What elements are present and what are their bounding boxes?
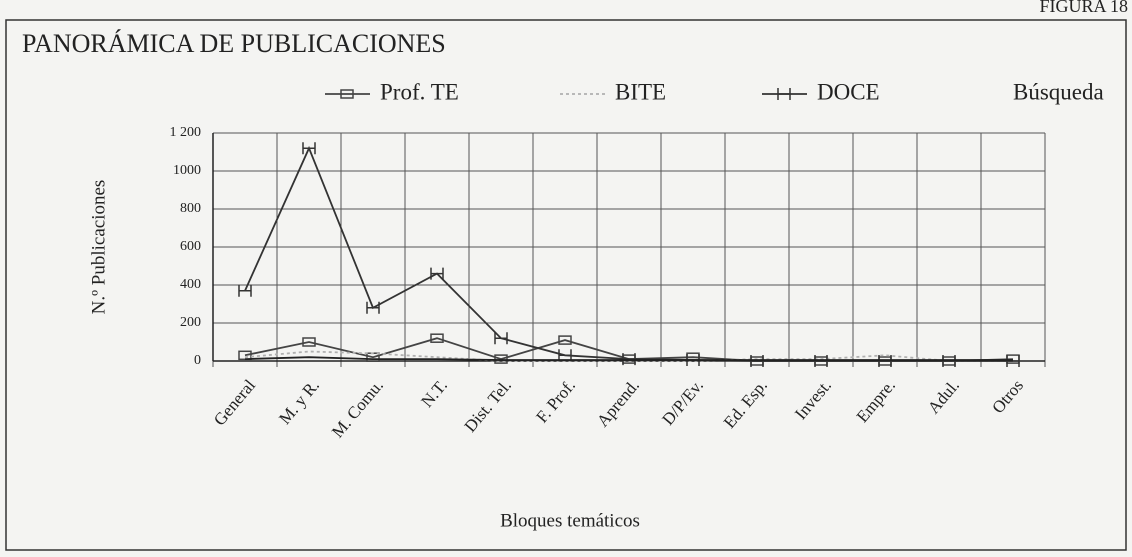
x-tick-label: Otros: [988, 376, 1027, 417]
legend-label: BITE: [615, 79, 666, 104]
marker: [238, 284, 252, 297]
y-tick-label: 800: [180, 201, 201, 216]
y-tick-label: 1000: [173, 163, 201, 178]
y-tick-label: 1 200: [170, 125, 202, 140]
series-line: [244, 350, 1013, 362]
x-tick-label: M. Comu.: [328, 376, 387, 441]
y-tick-label: 400: [180, 277, 201, 292]
marker: [302, 337, 316, 347]
marker: [878, 355, 892, 367]
frame: [5, 19, 1127, 551]
marker: [340, 89, 354, 99]
legend-label: Búsqueda: [1013, 79, 1104, 104]
figure-label: FIGURA 18: [1039, 0, 1128, 16]
x-tick-label: Ed. Esp.: [720, 376, 771, 432]
marker: [942, 355, 956, 367]
marker: [366, 301, 380, 314]
x-tick-label: Dist. Tel.: [460, 376, 515, 436]
y-axis-label: N.º Publicaciones: [88, 180, 109, 315]
marker: [238, 350, 252, 361]
legend-label: DOCE: [817, 79, 880, 104]
x-tick-label: F. Prof.: [532, 376, 579, 427]
x-tick-label: General: [210, 376, 259, 430]
y-tick-label: 200: [180, 315, 201, 330]
x-tick-label: D/P/Ev.: [658, 376, 707, 429]
x-axis-label: Bloques temáticos: [500, 510, 640, 531]
marker: [622, 353, 636, 366]
x-tick-label: Empre.: [853, 376, 899, 426]
marker: [1006, 355, 1020, 367]
legend-label: Prof. TE: [380, 79, 459, 104]
marker: [302, 142, 316, 155]
y-tick-label: 0: [194, 353, 201, 368]
x-tick-label: M. y R.: [275, 376, 323, 428]
series-line: [244, 337, 1014, 362]
marker: [430, 267, 444, 280]
series-line: [244, 356, 1013, 361]
marker: [430, 333, 444, 343]
x-tick-label: N.T.: [417, 376, 451, 411]
x-tick-label: Invest.: [791, 376, 835, 423]
series-line: [244, 145, 1013, 362]
y-tick-label: 600: [180, 239, 201, 254]
marker: [777, 88, 791, 100]
marker: [814, 355, 828, 367]
x-tick-label: Adul.: [924, 376, 963, 418]
marker: [750, 355, 764, 367]
marker: [558, 335, 572, 345]
chart-title: PANORÁMICA DE PUBLICACIONES: [22, 29, 446, 58]
x-tick-label: Aprend.: [593, 376, 643, 431]
marker: [494, 332, 508, 345]
